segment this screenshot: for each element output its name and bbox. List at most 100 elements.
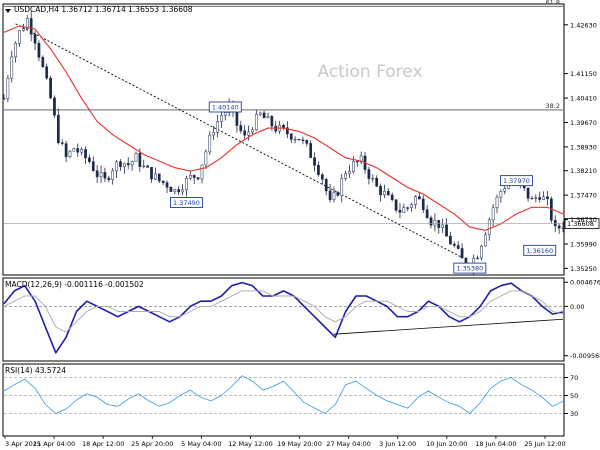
annotation-box	[170, 197, 203, 208]
candle	[80, 147, 83, 156]
candle	[390, 192, 394, 202]
fib-label: 38.2	[546, 102, 560, 110]
x-tick-label: 3 Jun 12:00	[379, 440, 416, 448]
candle	[297, 138, 301, 141]
macd-y-tick-label: 0.00	[570, 303, 584, 311]
y-tick-label: 1.38210	[570, 167, 597, 175]
rsi-series	[3, 375, 564, 414]
y-tick-label: 1.37470	[570, 192, 597, 200]
x-tick-label: 19 May 20:00	[277, 440, 322, 448]
candle	[29, 11, 33, 42]
candle	[173, 188, 177, 195]
candle	[134, 151, 138, 162]
annotation-box	[453, 262, 487, 274]
candle	[103, 167, 107, 183]
candle	[258, 111, 262, 116]
candle	[247, 125, 250, 141]
candle	[445, 218, 448, 237]
candle	[188, 170, 192, 181]
rsi-y-axis: 70 50 30	[564, 374, 578, 418]
candle	[332, 186, 336, 203]
candle	[289, 132, 293, 143]
price-y-axis: 1.42630 1.41150 1.40410 1.39670 1.38930 1.382…	[564, 21, 597, 273]
x-tick-label: 5 May 04:00	[181, 440, 221, 448]
annotation-box	[523, 244, 557, 256]
candle	[266, 112, 270, 119]
candle	[491, 204, 495, 227]
y-tick-label: 1.39670	[570, 119, 597, 127]
candle	[371, 174, 375, 183]
annotation-label: 1.36160	[526, 247, 553, 255]
candle	[49, 75, 52, 99]
candle	[204, 149, 208, 169]
fib-level-lines	[4, 5, 563, 111]
annotation-label: 1.40140	[212, 103, 239, 111]
macd-panel	[2, 277, 565, 362]
candle	[72, 147, 76, 152]
candle	[88, 154, 91, 164]
candle	[76, 143, 80, 157]
macd-support-line	[333, 318, 564, 335]
rsi-panel-title: RSI(14) 43.5724	[5, 366, 66, 375]
candle	[425, 205, 429, 219]
candle	[530, 195, 534, 200]
macd-signal-line	[3, 290, 564, 333]
candle	[309, 140, 313, 158]
candle	[157, 173, 161, 184]
last-price-box	[564, 218, 600, 229]
candle	[414, 195, 417, 209]
candle	[126, 157, 130, 170]
candle	[429, 215, 433, 229]
y-tick-label: 1.42630	[570, 21, 597, 29]
candle	[534, 194, 538, 203]
candle	[449, 231, 452, 245]
candle	[177, 185, 181, 195]
candle	[212, 125, 215, 140]
rsi-y-tick-label: 50	[570, 392, 578, 400]
candle	[22, 23, 25, 32]
candle	[348, 164, 351, 179]
candle	[286, 121, 289, 139]
candle	[216, 114, 219, 138]
candle	[60, 139, 64, 146]
candle	[433, 213, 437, 232]
annotation-box	[208, 101, 242, 113]
x-tick-label: 12 May 12:00	[228, 440, 273, 448]
candle	[340, 174, 344, 203]
candle	[33, 30, 37, 51]
macd-y-tick-label: 0.004676	[570, 279, 600, 287]
candle	[142, 159, 146, 169]
price-panel-title: USDCAD,H4 1.36712 1.36714 1.36553 1.3660…	[14, 5, 193, 14]
y-tick-label: 1.35990	[570, 240, 597, 248]
candle	[526, 187, 530, 202]
candle	[185, 175, 188, 197]
rsi-panel	[2, 363, 565, 437]
candle	[359, 151, 363, 165]
dropdown-triangle-icon[interactable]	[5, 9, 11, 13]
candle	[394, 199, 398, 213]
candle	[499, 189, 503, 203]
annotation-label: 1.37970	[503, 177, 530, 185]
candle	[161, 180, 165, 186]
candle	[452, 241, 456, 248]
candle	[239, 120, 243, 134]
candle	[115, 159, 118, 178]
candle	[355, 160, 359, 167]
candle	[56, 108, 60, 145]
candle	[6, 74, 10, 103]
candle	[165, 180, 169, 193]
candle	[14, 41, 17, 63]
candle	[460, 243, 464, 259]
candle	[410, 202, 413, 212]
candle	[150, 167, 153, 183]
fib-level-labels: 61.8 38.2	[546, 0, 560, 110]
y-tick-label: 1.38930	[570, 143, 597, 151]
candle	[398, 203, 402, 219]
macd-panel-title: MACD(12,26,9) -0.001116 -0.001502	[5, 280, 144, 289]
y-tick-label: 1.41150	[570, 70, 597, 78]
candle	[243, 125, 247, 139]
candle	[301, 136, 305, 145]
candle	[107, 175, 111, 183]
ema-line	[3, 25, 564, 231]
